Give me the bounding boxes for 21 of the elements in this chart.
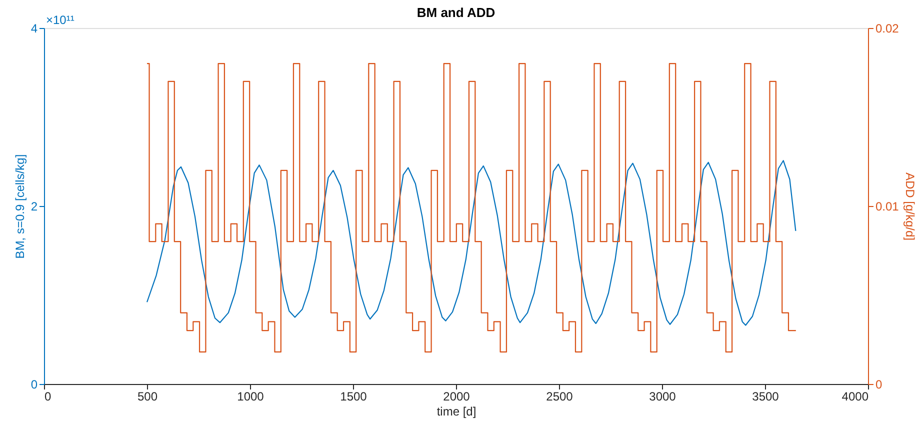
y-tick-label: 4 bbox=[30, 22, 38, 36]
y-tick-label: 2 bbox=[30, 200, 38, 214]
x-tick-label: 0 bbox=[44, 390, 52, 404]
text: ×10¹¹ bbox=[46, 13, 74, 27]
x-tick-label: 4000 bbox=[842, 390, 869, 404]
x-tick-label: 500 bbox=[137, 390, 158, 404]
x-tick-label: 2500 bbox=[546, 390, 574, 404]
x-tick-label: 2000 bbox=[443, 390, 470, 404]
chart-title: BM and ADD bbox=[416, 5, 496, 20]
y-tick-label: 0 bbox=[30, 378, 38, 392]
x-tick-label: 1500 bbox=[340, 390, 368, 404]
y-axis-title: BM, s=0.9 [cells/kg] bbox=[12, 154, 27, 259]
y2-tick-label: 0.01 bbox=[876, 200, 900, 214]
x-tick-label: 1000 bbox=[237, 390, 264, 404]
y2-axis-title: ADD [g/kg/d] bbox=[902, 172, 917, 241]
y2-tick-label: 0.02 bbox=[876, 22, 900, 36]
y2-tick-label: 0 bbox=[876, 378, 882, 392]
line-series bbox=[146, 160, 796, 326]
x-tick-label: 3500 bbox=[752, 390, 780, 404]
x-tick-label: 3000 bbox=[649, 390, 676, 404]
x-axis-title: time [d] bbox=[436, 404, 476, 418]
